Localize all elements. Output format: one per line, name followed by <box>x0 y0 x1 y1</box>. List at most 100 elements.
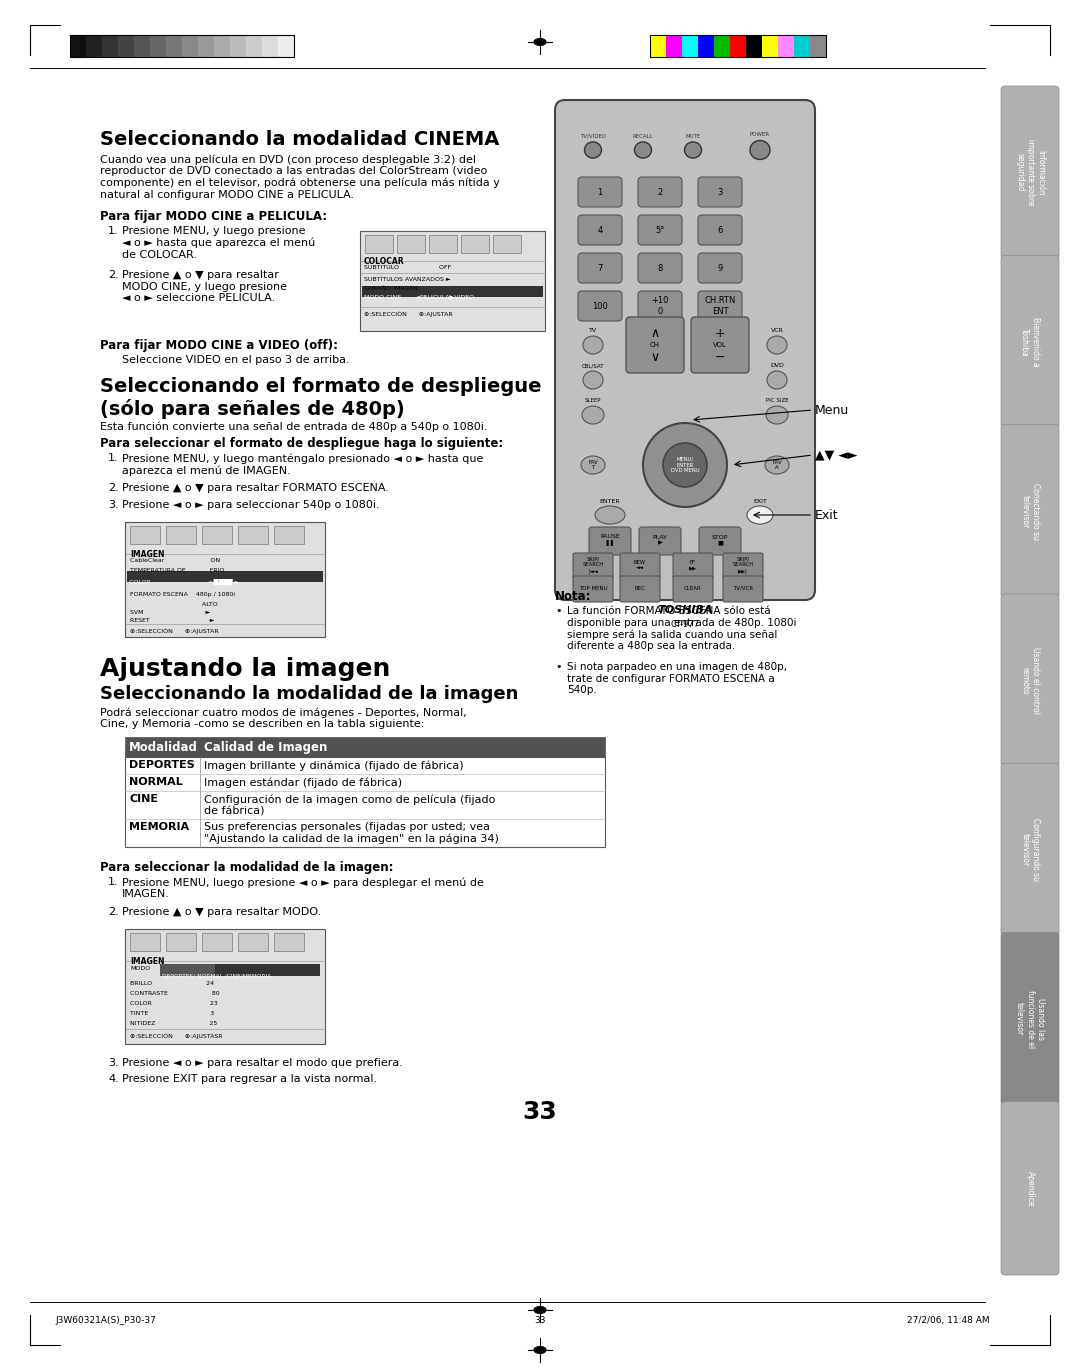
Text: COLOR                             23: COLOR 23 <box>130 1001 218 1006</box>
FancyBboxPatch shape <box>723 553 762 580</box>
Text: CableClear                       ON: CableClear ON <box>130 558 220 563</box>
Bar <box>778 36 794 58</box>
Text: J3W60321A(S)_P30-37: J3W60321A(S)_P30-37 <box>55 1317 156 1325</box>
Bar <box>134 36 150 58</box>
FancyBboxPatch shape <box>691 316 750 373</box>
Bar <box>183 36 198 58</box>
Text: CH.RTN
ENT: CH.RTN ENT <box>704 296 735 315</box>
Text: ∨: ∨ <box>650 351 660 363</box>
Bar <box>118 36 134 58</box>
Text: Seleccionando la modalidad de la imagen: Seleccionando la modalidad de la imagen <box>100 685 518 703</box>
Text: SVM                               ►: SVM ► <box>130 610 211 615</box>
Bar <box>86 36 102 58</box>
Bar <box>278 36 294 58</box>
Text: CBL/SAT: CBL/SAT <box>582 363 604 369</box>
FancyBboxPatch shape <box>578 253 622 284</box>
Text: Imagen brillante y dinámica (fijado de fábrica): Imagen brillante y dinámica (fijado de f… <box>204 760 463 770</box>
Text: SKIP/
SEARCH
|◄◄: SKIP/ SEARCH |◄◄ <box>582 556 604 574</box>
Text: 2.: 2. <box>108 270 119 279</box>
Text: 33: 33 <box>535 1317 545 1325</box>
Text: Configuración de la imagen como de película (fijado
de fábrica): Configuración de la imagen como de pelíc… <box>204 795 496 817</box>
Text: Conectando su
televisor: Conectando su televisor <box>1021 482 1040 540</box>
Text: RECALL: RECALL <box>633 133 653 138</box>
Ellipse shape <box>685 142 702 158</box>
Text: CINE: CINE <box>129 795 158 804</box>
Text: CLEAR: CLEAR <box>685 585 702 590</box>
Text: Nota:: Nota: <box>555 590 592 603</box>
Bar <box>238 933 268 951</box>
Bar <box>125 929 325 1044</box>
Text: SKIP/
SEARCH
▶▶|: SKIP/ SEARCH ▶▶| <box>732 556 754 574</box>
Text: Bienvenido a
Toshiba: Bienvenido a Toshiba <box>1021 316 1040 367</box>
Text: MENU/
ENTER
DVD MENU: MENU/ ENTER DVD MENU <box>671 456 700 473</box>
Text: Usando las
funciones de el
televisor: Usando las funciones de el televisor <box>1015 991 1045 1048</box>
Text: 5°: 5° <box>656 226 664 234</box>
Text: EXIT: EXIT <box>753 499 767 504</box>
Ellipse shape <box>765 456 789 474</box>
Bar <box>202 933 232 951</box>
Bar <box>70 36 294 58</box>
Text: 2.: 2. <box>108 484 119 493</box>
Text: IMAGEN: IMAGEN <box>130 958 164 966</box>
FancyBboxPatch shape <box>698 215 742 245</box>
Bar <box>362 286 543 297</box>
FancyBboxPatch shape <box>1001 255 1059 429</box>
FancyBboxPatch shape <box>673 575 713 601</box>
Text: Presione ▲ o ▼ para resaltar
MODO CINE, y luego presione
◄ o ► seleccione PELICU: Presione ▲ o ▼ para resaltar MODO CINE, … <box>122 270 287 303</box>
Text: DVD: DVD <box>770 363 784 369</box>
Ellipse shape <box>534 38 546 45</box>
Bar <box>166 526 195 544</box>
Text: 3.: 3. <box>108 1058 119 1069</box>
Text: Presione ▲ o ▼ para resaltar FORMATO ESCENA.: Presione ▲ o ▼ para resaltar FORMATO ESC… <box>122 484 389 493</box>
Text: Ajustando la imagen: Ajustando la imagen <box>100 658 390 681</box>
Bar <box>492 236 521 253</box>
Text: RESET                              ►: RESET ► <box>130 618 215 623</box>
Text: 4.: 4. <box>108 1074 119 1084</box>
Text: ∧: ∧ <box>650 326 660 340</box>
Text: 6: 6 <box>717 226 723 234</box>
Text: Para seleccionar el formato de despliegue haga lo siguiente:: Para seleccionar el formato de despliegu… <box>100 437 503 449</box>
FancyBboxPatch shape <box>1001 763 1059 937</box>
Bar <box>166 36 183 58</box>
Text: CH: CH <box>650 342 660 348</box>
Text: REW
◄◄: REW ◄◄ <box>634 559 646 570</box>
FancyBboxPatch shape <box>698 290 742 321</box>
Text: •: • <box>555 662 562 673</box>
Text: ▲▼ ◄►: ▲▼ ◄► <box>815 448 858 462</box>
Bar <box>762 36 778 58</box>
Text: 4: 4 <box>597 226 603 234</box>
FancyBboxPatch shape <box>1001 1101 1059 1275</box>
FancyBboxPatch shape <box>626 316 684 373</box>
FancyBboxPatch shape <box>578 215 622 245</box>
Text: Configurando su
televisor: Configurando su televisor <box>1021 818 1040 881</box>
Text: Cuando vea una película en DVD (con proceso desplegable 3:2) del
reproductor de : Cuando vea una película en DVD (con proc… <box>100 153 500 200</box>
Text: ⊕:SELECCIÓN      ⊕:AJUSTAR: ⊕:SELECCIÓN ⊕:AJUSTAR <box>364 311 453 316</box>
Bar <box>714 36 730 58</box>
Text: FAV
A: FAV A <box>772 459 782 470</box>
Bar <box>160 964 320 975</box>
FancyBboxPatch shape <box>1001 86 1059 259</box>
Bar <box>198 36 214 58</box>
Text: La función FORMATO ESCENA sólo está
disponible para una entrada de 480p. 1080i
s: La función FORMATO ESCENA sólo está disp… <box>567 606 797 651</box>
Text: DEPORTES: DEPORTES <box>129 760 194 770</box>
Text: TV/VIDEO: TV/VIDEO <box>580 133 606 138</box>
Ellipse shape <box>635 142 651 158</box>
Text: BRILLO                           24: BRILLO 24 <box>130 981 214 986</box>
Text: Si nota parpadeo en una imagen de 480p,
trate de configurar FORMATO ESCENA a
540: Si nota parpadeo en una imagen de 480p, … <box>567 662 787 695</box>
Text: MUTE: MUTE <box>686 133 701 138</box>
Ellipse shape <box>767 371 787 389</box>
Bar <box>274 526 303 544</box>
Text: TV: TV <box>589 327 597 333</box>
Bar <box>681 36 698 58</box>
FancyBboxPatch shape <box>573 575 613 601</box>
Text: Usando el control
remoto: Usando el control remoto <box>1021 647 1040 714</box>
Text: Apendice: Apendice <box>1026 1170 1035 1206</box>
FancyBboxPatch shape <box>673 553 713 580</box>
Text: REC: REC <box>635 585 646 590</box>
Text: CONTRASTE                      80: CONTRASTE 80 <box>130 991 219 996</box>
Text: 2: 2 <box>658 188 663 196</box>
Text: Esta función convierte una señal de entrada de 480p a 540p o 1080i.: Esta función convierte una señal de entr… <box>100 421 487 432</box>
Bar <box>130 526 160 544</box>
Text: Sus preferencias personales (fijadas por usted; vea
"Ajustando la calidad de la : Sus preferencias personales (fijadas por… <box>204 822 499 844</box>
FancyBboxPatch shape <box>638 290 681 321</box>
